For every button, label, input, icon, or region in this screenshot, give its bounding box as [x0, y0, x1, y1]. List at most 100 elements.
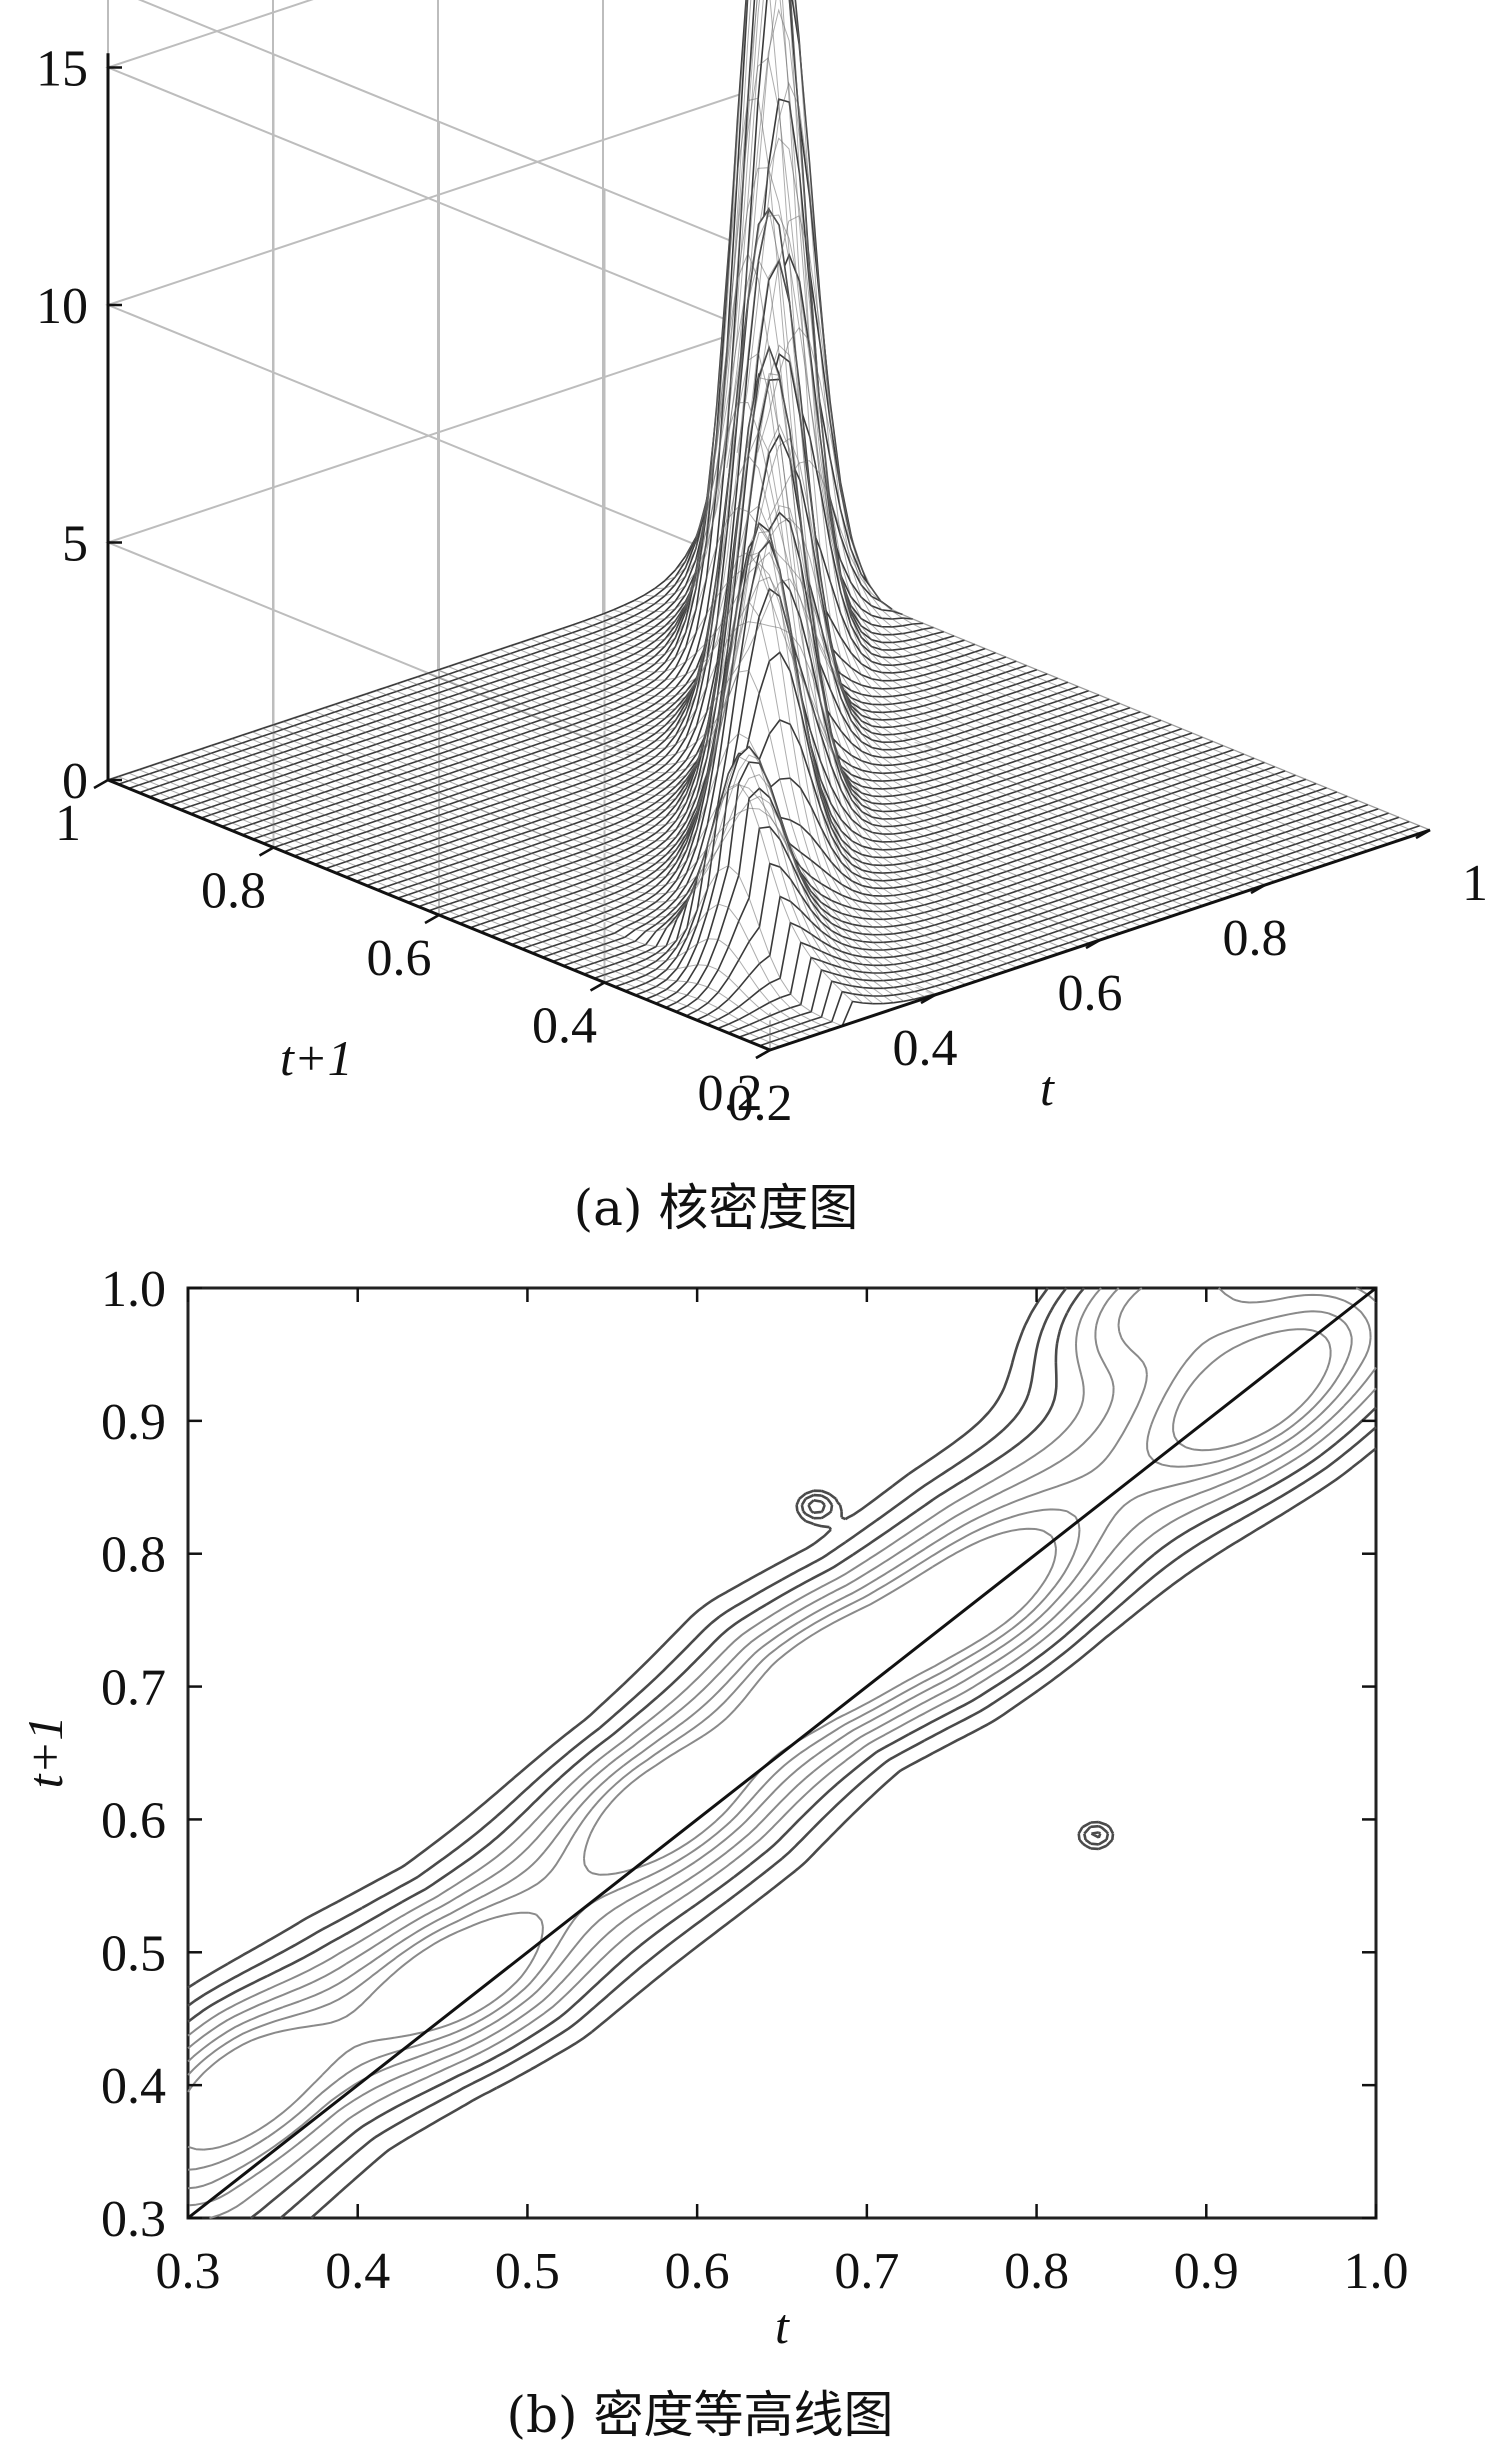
mesh-line — [303, 552, 967, 985]
mesh-line — [705, 0, 1369, 852]
mesh-line — [180, 755, 843, 1027]
mesh-line — [448, 621, 1111, 938]
mesh-line — [159, 762, 822, 1034]
mesh-line — [602, 0, 1266, 886]
mesh-line — [674, 167, 1338, 862]
contour-level — [187, 1287, 1377, 2219]
mesh-line — [726, 0, 1389, 845]
z-tick-label: 5 — [62, 516, 88, 573]
mesh-line — [118, 776, 781, 1047]
mesh-line — [561, 507, 1224, 900]
y-tick-label: 0.7 — [101, 1660, 166, 1717]
y-tick-label: 0.8 — [101, 1527, 166, 1584]
y-tick — [589, 981, 606, 992]
y-tick-label: 1 — [55, 795, 81, 852]
mesh-line — [262, 727, 925, 998]
mesh-line — [200, 748, 864, 1004]
mesh-line — [715, 0, 1379, 848]
x-tick — [920, 993, 936, 1005]
mesh-line — [644, 8, 1307, 872]
contour-x-label: t — [775, 2298, 790, 2354]
mesh-line — [695, 0, 1358, 855]
z-tick-label: 15 — [36, 41, 88, 98]
z-tick-label: 0 — [62, 753, 88, 810]
mesh-line — [293, 600, 956, 989]
x-tick-label: 1.0 — [1344, 2243, 1409, 2300]
x-tick-label: 0.6 — [1058, 965, 1123, 1022]
x-tick-label: 0.7 — [834, 2243, 899, 2300]
mesh-line — [489, 258, 1152, 924]
mesh-line — [210, 745, 874, 1005]
contour-level — [187, 1287, 1377, 2219]
mesh-line — [623, 0, 1286, 879]
mesh-line — [633, 0, 1297, 876]
x-tick-label: 0.3 — [156, 2243, 221, 2300]
mesh-line — [138, 769, 802, 1041]
mesh-line — [540, 437, 1204, 907]
diagonal-reference-line — [187, 1286, 1377, 2220]
mesh-line — [757, 326, 1420, 834]
y-tick — [755, 1048, 771, 1060]
x-tick-label: 0.6 — [665, 2243, 730, 2300]
contour-y-label: t+1 — [17, 1716, 73, 1789]
mesh-line — [241, 734, 905, 1002]
mesh-line — [530, 344, 1193, 910]
mesh-line — [283, 669, 946, 992]
mesh-line — [149, 765, 812, 1037]
y-tick-label: 0.2 — [698, 1065, 763, 1122]
mesh-line — [375, 429, 1039, 962]
mesh-line — [520, 257, 1183, 913]
y-tick-label: 0.6 — [367, 930, 432, 987]
y-tick-label: 0.9 — [101, 1394, 166, 1451]
y-tick — [258, 846, 275, 857]
x-tick-label: 0.5 — [495, 2243, 560, 2300]
contour-panel: 0.3 0.4 0.5 0.6 0.7 0.8 0.9 1.0 0.3 0.4 0.5 0.6 0.7 0… — [17, 1261, 1409, 2444]
mesh-line — [551, 517, 1214, 903]
x-tick-label: 0.8 — [1223, 910, 1288, 967]
contour-level — [187, 1287, 1377, 2219]
contour-level — [187, 1287, 1372, 2190]
y-tick-label: 0.3 — [101, 2191, 166, 2248]
x-tick-label: 0.4 — [893, 1020, 958, 1077]
x-tick-label: 0.2 — [728, 1075, 793, 1132]
y-tick — [93, 778, 109, 790]
mesh-line — [190, 752, 853, 1002]
x-tick-label: 0.8 — [1004, 2243, 1069, 2300]
mesh-line — [664, 214, 1328, 865]
mesh-line — [468, 454, 1132, 931]
mesh-line — [746, 215, 1410, 838]
contour-lines — [187, 1287, 1377, 2220]
mesh-line — [314, 522, 977, 982]
mesh-line — [396, 346, 1059, 955]
mesh-line — [479, 352, 1142, 927]
mesh-line — [437, 578, 1101, 941]
y-tick-label: 0.4 — [101, 2058, 166, 2115]
mesh-line — [345, 576, 1008, 972]
mesh-line — [334, 551, 998, 975]
contour-level — [187, 1287, 1377, 2207]
y-tick-label: 0.5 — [101, 1925, 166, 1982]
mesh-line — [767, 460, 1431, 831]
mesh-line — [613, 0, 1276, 883]
mesh-line — [510, 207, 1173, 917]
mesh-line — [499, 207, 1163, 920]
mesh-line — [571, 401, 1235, 896]
surface-caption: (a) 核密度图 — [574, 1179, 859, 1237]
contour-ticks: 0.3 0.4 0.5 0.6 0.7 0.8 0.9 1.0 0.3 0.4 0.5 0.6 0.7 0… — [101, 1261, 1409, 2300]
contour-y-label-text: t+1 — [17, 1716, 73, 1789]
surface-y-label: t+1 — [280, 1030, 353, 1086]
mesh-line — [169, 758, 833, 1030]
contour-level — [187, 1328, 1332, 2151]
mesh-line — [252, 731, 915, 1000]
z-tick-label: 10 — [36, 278, 88, 335]
mesh-line — [458, 551, 1121, 934]
mesh-line — [386, 376, 1049, 958]
mesh-line — [324, 531, 987, 979]
mesh-line — [685, 56, 1348, 858]
x-tick — [1250, 883, 1266, 895]
contour-level — [187, 1310, 1353, 2171]
y-tick-label: 0.6 — [101, 1792, 166, 1849]
mesh-line — [355, 562, 1018, 968]
x-tick — [1415, 828, 1431, 840]
